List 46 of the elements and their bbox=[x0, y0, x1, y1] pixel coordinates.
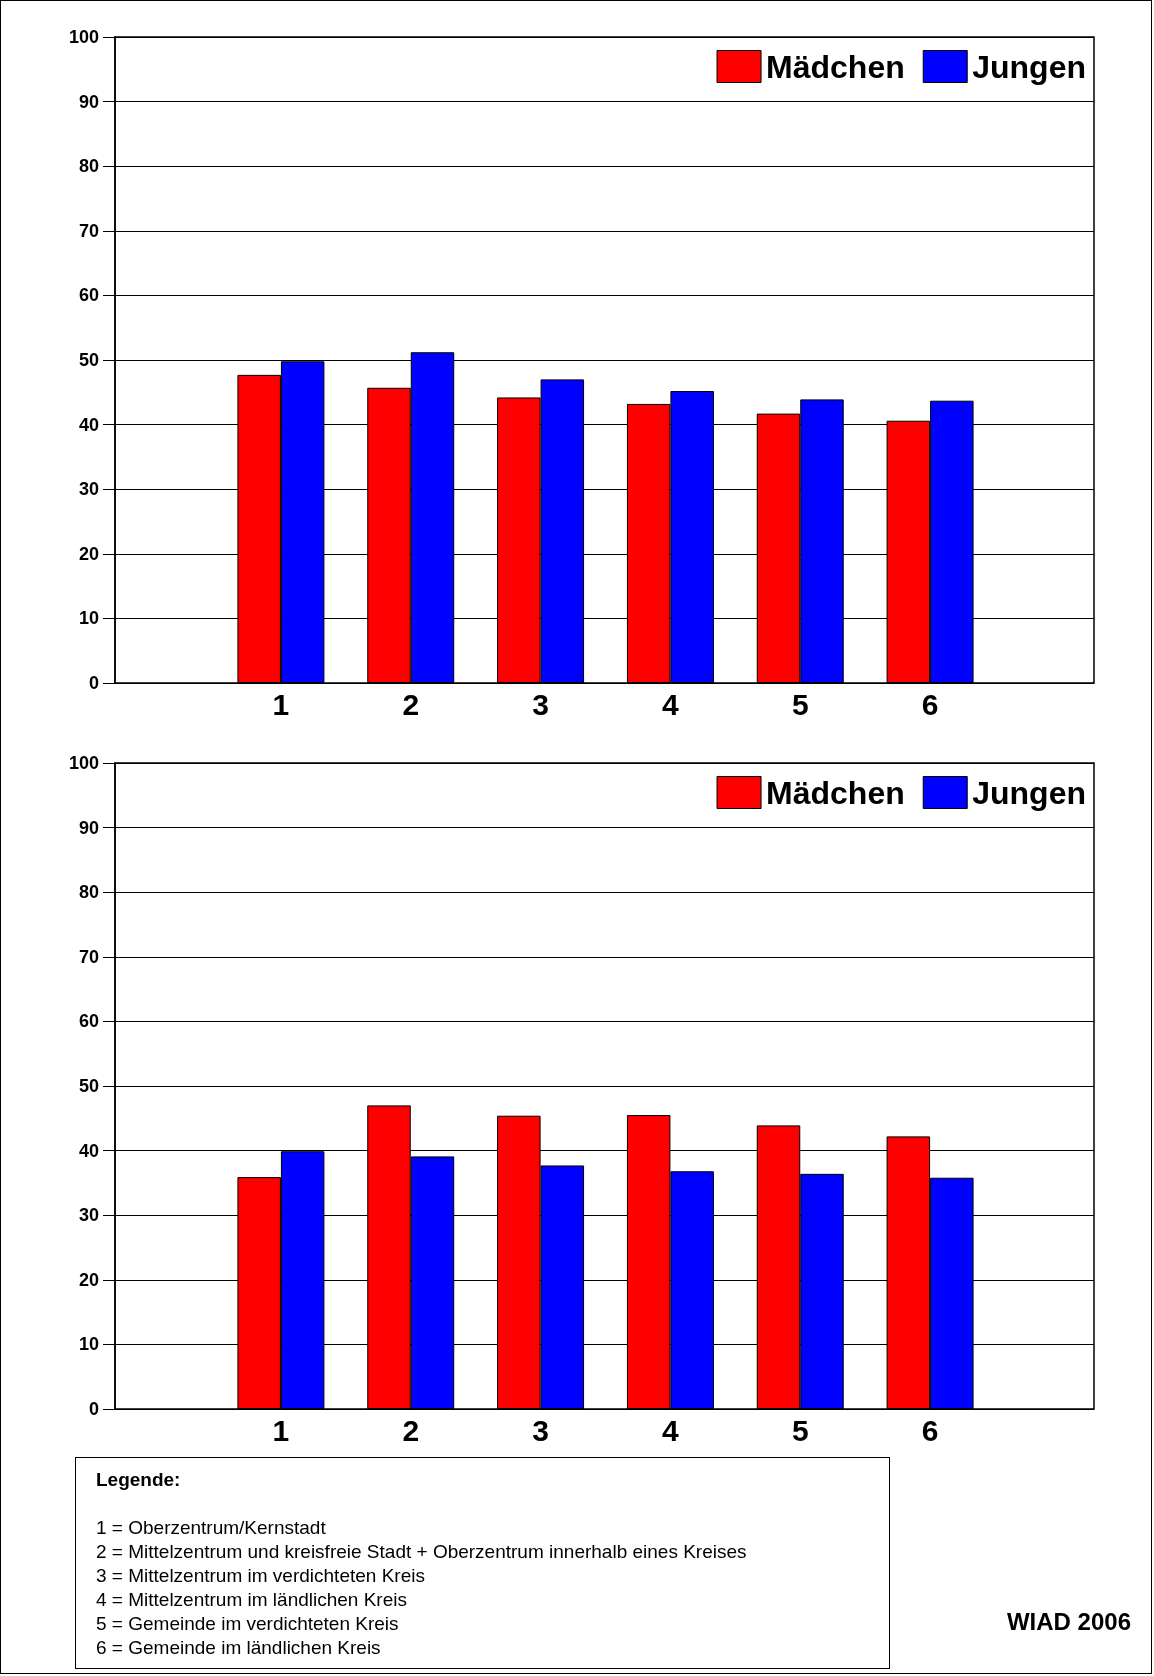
x-tick-label: 6 bbox=[921, 687, 939, 721]
y-tick-label: 60 bbox=[78, 1011, 99, 1032]
text: 4 = Mittelzentrum im ländlichen Kreis bbox=[96, 1588, 408, 1612]
text: 1 = Oberzentrum/Kernstadt bbox=[96, 1516, 327, 1540]
legend-label: Mädchen bbox=[766, 774, 905, 811]
y-tick-label: 80 bbox=[78, 156, 99, 177]
y-tick-label: 10 bbox=[78, 608, 99, 629]
legend-label: Jungen bbox=[972, 774, 1086, 811]
y-tick-label: 50 bbox=[78, 1076, 99, 1096]
legend-label: Jungen bbox=[972, 48, 1086, 85]
y-tick-label: 30 bbox=[78, 1205, 99, 1226]
y-tick-label: 90 bbox=[78, 817, 99, 838]
x-tick-label: 4 bbox=[662, 687, 680, 721]
text: 2 = Mittelzentrum und kreisfreie Stadt + Oberzentrum innerhalb eines Kreises bbox=[96, 1540, 748, 1564]
y-tick-label: 70 bbox=[78, 946, 99, 967]
x-tick-label: 5 bbox=[791, 1413, 809, 1447]
y-tick-label: 90 bbox=[78, 91, 99, 112]
y-tick-label: 100 bbox=[68, 27, 99, 47]
y-tick-label: 10 bbox=[78, 1334, 99, 1355]
y-tick-label: 70 bbox=[78, 220, 99, 241]
y-tick-label: 50 bbox=[78, 350, 99, 370]
y-tick-label: 40 bbox=[78, 1140, 99, 1161]
y-tick-label: 60 bbox=[78, 285, 99, 306]
text: Legende: bbox=[96, 1468, 182, 1492]
text: 6 = Gemeinde im ländlichen Kreis bbox=[96, 1636, 382, 1660]
y-tick-label: 80 bbox=[78, 882, 99, 903]
y-tick-label: 0 bbox=[88, 673, 99, 693]
text: WIAD 2006 bbox=[1006, 1608, 1131, 1636]
y-tick-label: 40 bbox=[78, 414, 99, 435]
y-tick-label: 20 bbox=[78, 1269, 99, 1290]
x-tick-label: 5 bbox=[791, 687, 809, 721]
text: 5 = Gemeinde im verdichteten Kreis bbox=[96, 1612, 400, 1636]
y-tick-label: 30 bbox=[78, 479, 99, 500]
x-tick-label: 2 bbox=[402, 687, 420, 721]
x-tick-label: 2 bbox=[402, 1413, 420, 1447]
x-tick-label: 6 bbox=[921, 1413, 939, 1447]
x-tick-label: 1 bbox=[272, 687, 290, 721]
x-tick-label: 4 bbox=[662, 1413, 680, 1447]
y-tick-label: 20 bbox=[78, 543, 99, 564]
text: 3 = Mittelzentrum im verdichteten Kreis bbox=[96, 1564, 426, 1588]
legend-label: Mädchen bbox=[766, 48, 905, 85]
x-tick-label: 1 bbox=[272, 1413, 290, 1447]
x-tick-label: 3 bbox=[532, 687, 549, 721]
y-tick-label: 0 bbox=[88, 1399, 99, 1419]
y-tick-label: 100 bbox=[68, 753, 99, 773]
x-tick-label: 3 bbox=[532, 1413, 549, 1447]
